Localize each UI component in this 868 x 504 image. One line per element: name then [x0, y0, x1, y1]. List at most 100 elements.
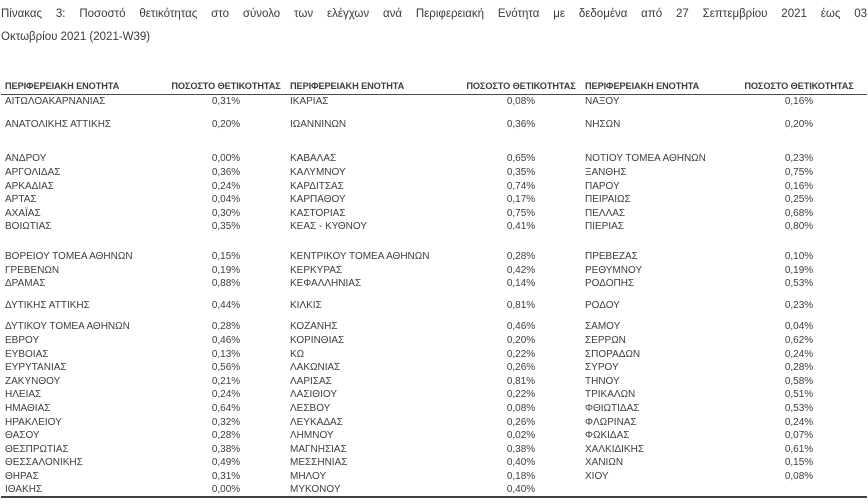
region-cell: ΣΠΟΡΑΔΩΝ [585, 348, 641, 360]
value-cell: 0,30% [211, 207, 241, 219]
value-cell: 0,22% [506, 389, 536, 401]
table-row: ΘΗΡΑΣ 0,31% ΜΗΛΟΥ 0,18% ΧΙΟΥ 0,08% [1, 470, 867, 484]
value-cell: 0,46% [211, 335, 241, 347]
table-caption-line1: Πίνακας 3: Ποσοστό θετικότητας στο σύνολ… [1, 8, 867, 20]
table-header-row: ΠΕΡΙΦΕΡΕΙΑΚΗ ΕΝΟΤΗΤΑ ΠΟΣΟΣΤΟ ΘΕΤΙΚΟΤΗΤΑΣ… [1, 79, 867, 95]
value-cell: 0,88% [211, 278, 241, 290]
region-cell: ΑΙΤΩΛΟΑΚΑΡΝΑΝΙΑΣ [5, 95, 106, 107]
region-cell: ΔΥΤΙΚΟΥ ΤΟΜΕΑ ΑΘΗΝΩΝ [5, 321, 130, 333]
region-cell: ΗΜΑΘΙΑΣ [5, 402, 51, 414]
region-cell: ΙΚΑΡΙΑΣ [290, 95, 329, 107]
header-positivity-rate-3: ΠΟΣΟΣΤΟ ΘΕΤΙΚΟΤΗΤΑΣ [731, 79, 867, 95]
value-cell: 0,32% [211, 416, 241, 428]
value-cell: 0,46% [506, 321, 536, 333]
region-cell: ΤΡΙΚΑΛΩΝ [585, 389, 636, 401]
region-cell: ΛΑΡΙΣΑΣ [290, 375, 332, 387]
value-cell: 0,28% [211, 430, 241, 442]
region-cell: ΚΕΡΚΥΡΑΣ [290, 264, 343, 276]
region-cell: ΚΑΡΔΙΤΣΑΣ [290, 180, 344, 192]
table-row: ΑΝΑΤΟΛΙΚΗΣ ΑΤΤΙΚΗΣ 0,20% ΙΩΑΝΝΙΝΩΝ 0,36% ΝΗΣ… [1, 118, 867, 132]
value-cell: 0,38% [506, 443, 536, 455]
value-cell: 0,44% [211, 299, 241, 311]
value-cell: 0,62% [784, 335, 814, 347]
value-cell: 0,19% [211, 264, 241, 276]
table-row: ΗΛΕΙΑΣ 0,24% ΛΑΣΙΘΙΟΥ 0,22% ΤΡΙΚΑΛΩΝ 0,51% [1, 388, 867, 402]
header-positivity-rate-1: ΠΟΣΟΣΤΟ ΘΕΤΙΚΟΤΗΤΑΣ [166, 79, 286, 95]
value-cell: 0,58% [784, 375, 814, 387]
value-cell: 0,04% [211, 194, 241, 206]
value-cell [731, 483, 867, 497]
region-cell: ΝΗΣΩΝ [585, 118, 621, 130]
header-regional-unit-1: ΠΕΡΙΦΕΡΕΙΑΚΗ ΕΝΟΤΗΤΑ [1, 79, 166, 95]
value-cell: 0,31% [211, 95, 241, 107]
value-cell: 0,19% [784, 264, 814, 276]
region-cell: ΛΑΣΙΘΙΟΥ [290, 389, 337, 401]
value-cell: 0,24% [211, 180, 241, 192]
region-cell: ΚΑΡΠΑΘΟΥ [290, 194, 346, 206]
region-cell [581, 483, 731, 497]
region-cell: ΑΝΑΤΟΛΙΚΗΣ ΑΤΤΙΚΗΣ [5, 118, 112, 130]
region-cell: ΣΑΜΟΥ [585, 321, 621, 333]
table-caption-line2: Οκτωβρίου 2021 (2021-W39) [1, 31, 151, 43]
region-cell: ΠΕΛΛΑΣ [585, 207, 626, 219]
table-row: ΓΡΕΒΕΝΩΝ 0,19% ΚΕΡΚΥΡΑΣ 0,42% ΡΕΘΥΜΝΟΥ 0,19% [1, 263, 867, 277]
region-cell: ΕΥΒΟΙΑΣ [5, 348, 49, 360]
region-cell: ΡΕΘΥΜΝΟΥ [585, 264, 643, 276]
region-cell: ΧΑΝΙΩΝ [585, 457, 624, 469]
region-cell: ΡΟΔΟΠΗΣ [585, 278, 635, 290]
region-cell: ΛΕΥΚΑΔΑΣ [290, 416, 343, 428]
table-row: ΗΜΑΘΙΑΣ 0,64% ΛΕΣΒΟΥ 0,08% ΦΘΙΩΤΙΔΑΣ 0,53% [1, 402, 867, 416]
value-cell: 0,20% [211, 118, 241, 130]
region-cell: ΧΙΟΥ [585, 470, 609, 482]
table-row: ΒΟΙΩΤΙΑΣ 0,35% ΚΕΑΣ - ΚΥΘΝΟΥ 0,41% ΠΙΕΡΙΑΣ 0,… [1, 220, 867, 234]
value-cell: 0,02% [506, 430, 536, 442]
value-cell: 0,15% [211, 251, 241, 263]
region-cell: ΙΘΑΚΗΣ [5, 484, 43, 496]
region-cell: ΜΗΛΟΥ [290, 470, 327, 482]
value-cell: 0,13% [211, 348, 241, 360]
value-cell: 0,22% [506, 348, 536, 360]
value-cell: 0,17% [506, 194, 536, 206]
value-cell: 0,75% [784, 167, 814, 179]
value-cell: 0,35% [211, 221, 241, 233]
value-cell: 0,42% [506, 264, 536, 276]
spacer-row [1, 108, 867, 118]
value-cell: 0,75% [506, 207, 536, 219]
value-cell: 0,00% [211, 484, 241, 496]
table-row: ΖΑΚΥΝΘΟΥ 0,21% ΛΑΡΙΣΑΣ 0,81% ΤΗΝΟΥ 0,58% [1, 375, 867, 389]
region-cell: ΠΙΕΡΙΑΣ [585, 221, 624, 233]
value-cell: 0,07% [784, 430, 814, 442]
table-row: ΑΙΤΩΛΟΑΚΑΡΝΑΝΙΑΣ 0,31% ΙΚΑΡΙΑΣ 0,08% ΝΑΞΟΥ 0,… [1, 94, 867, 108]
region-cell: ΓΡΕΒΕΝΩΝ [5, 264, 60, 276]
table-row: ΙΘΑΚΗΣ 0,00% ΜΥΚΟΝΟΥ 0,40% [1, 483, 867, 497]
region-cell: ΕΒΡΟΥ [5, 335, 40, 347]
region-cell: ΜΑΓΝΗΣΙΑΣ [290, 443, 347, 455]
region-cell: ΚΕΦΑΛΛΗΝΙΑΣ [290, 278, 362, 290]
value-cell: 0,08% [506, 95, 536, 107]
region-cell: ΚΩ [290, 348, 305, 360]
table-row: ΕΥΒΟΙΑΣ 0,13% ΚΩ 0,22% ΣΠΟΡΑΔΩΝ 0,24% [1, 347, 867, 361]
table-row: ΗΡΑΚΛΕΙΟΥ 0,32% ΛΕΥΚΑΔΑΣ 0,26% ΦΛΩΡΙΝΑΣ 0,24% [1, 415, 867, 429]
spacer-cell [1, 291, 867, 299]
value-cell: 0,80% [784, 221, 814, 233]
region-cell: ΚΟΖΑΝΗΣ [290, 321, 338, 333]
value-cell: 0,00% [211, 153, 241, 165]
table-row: ΑΡΤΑΣ 0,04% ΚΑΡΠΑΘΟΥ 0,17% ΠΕΙΡΑΙΩΣ 0,25% [1, 193, 867, 207]
region-cell: ΔΥΤΙΚΗΣ ΑΤΤΙΚΗΣ [5, 299, 90, 311]
value-cell: 0,36% [211, 167, 241, 179]
region-cell: ΜΕΣΣΗΝΙΑΣ [290, 457, 348, 469]
spacer-row [1, 312, 867, 320]
region-cell: ΚΕΑΣ - ΚΥΘΝΟΥ [290, 221, 367, 233]
spacer-row [1, 291, 867, 299]
table-row: ΑΧΑΪΑΣ 0,30% ΚΑΣΤΟΡΙΑΣ 0,75% ΠΕΛΛΑΣ 0,68% [1, 207, 867, 221]
region-cell: ΒΟΙΩΤΙΑΣ [5, 221, 52, 233]
value-cell: 0,74% [506, 180, 536, 192]
region-cell: ΛΗΜΝΟΥ [290, 430, 334, 442]
region-cell: ΛΕΣΒΟΥ [290, 402, 331, 414]
table-row: ΑΡΚΑΔΙΑΣ 0,24% ΚΑΡΔΙΤΣΑΣ 0,74% ΠΑΡΟΥ 0,16% [1, 179, 867, 193]
region-cell: ΑΡΚΑΔΙΑΣ [5, 180, 54, 192]
region-cell: ΚΕΝΤΡΙΚΟΥ ΤΟΜΕΑ ΑΘΗΝΩΝ [290, 251, 430, 263]
value-cell: 0,15% [784, 457, 814, 469]
value-cell: 0,36% [506, 118, 536, 130]
value-cell: 0,28% [211, 321, 241, 333]
